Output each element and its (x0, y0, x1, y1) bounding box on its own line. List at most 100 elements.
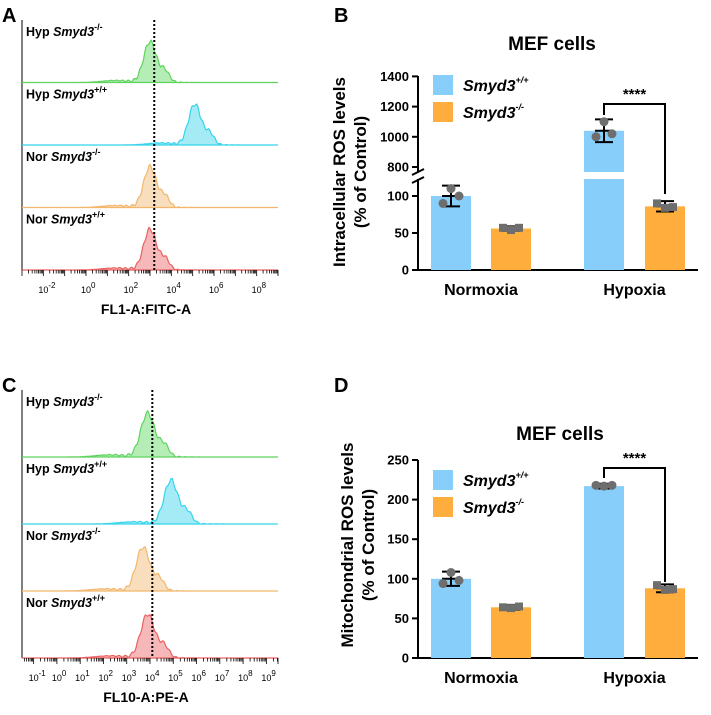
y-tick-label: 200 (387, 492, 409, 507)
bar (645, 206, 685, 270)
x-category-label: Hypoxia (603, 282, 665, 299)
panel-letter-a: A (2, 5, 16, 27)
x-tick-label: 109 (261, 669, 276, 683)
x-tick-label: 108 (252, 281, 267, 295)
bar (645, 588, 685, 658)
track-label: Hyp Smyd3-/- (26, 22, 103, 39)
data-point (499, 603, 507, 612)
x-tick-label: 107 (215, 669, 230, 683)
y-tick-label: 50 (395, 226, 409, 241)
histogram-curve (22, 226, 278, 271)
x-tick-label: 100 (52, 669, 67, 683)
y-tick-label: 250 (387, 453, 409, 468)
panel-letter-c: C (2, 375, 16, 397)
data-point (591, 480, 601, 490)
data-point (607, 480, 617, 490)
legend-label: Smyd3-/- (463, 497, 524, 517)
x-tick-label: 10-1 (29, 669, 47, 683)
data-point (446, 567, 456, 577)
histogram-curve (22, 614, 278, 659)
histogram-panel-a: Hyp Smyd3-/- Hyp Smyd3+/+ Nor Smyd3-/- Nor … (21, 20, 279, 317)
legend-swatch (433, 75, 453, 95)
track-label: Nor Smyd3-/- (26, 526, 101, 543)
histogram-curve (22, 103, 278, 146)
track-label: Nor Smyd3+/+ (26, 593, 105, 610)
x-tick-label: 101 (75, 669, 90, 683)
track-label: Nor Smyd3+/+ (26, 210, 105, 227)
data-point (653, 199, 661, 208)
data-point (438, 198, 448, 208)
data-point (454, 191, 464, 201)
track-label: Hyp Smyd3+/+ (26, 85, 107, 102)
data-point (515, 602, 523, 611)
histogram-curve (22, 546, 278, 592)
significance-bracket (603, 103, 666, 194)
bar-break-gap (583, 172, 625, 179)
bar-chart-panel-b: MEF cells Intracellular ROS levels (% of C… (330, 34, 698, 299)
data-point (599, 117, 609, 127)
axis-break-mark (411, 168, 425, 176)
bar (491, 607, 531, 658)
data-point (591, 132, 601, 142)
y-tick-label: 1400 (380, 69, 409, 84)
histogram-curve (22, 409, 278, 458)
histogram-panel-c: Hyp Smyd3-/- Hyp Smyd3+/+ Nor Smyd3-/- Nor … (21, 390, 279, 705)
data-point (669, 585, 677, 594)
x-category-label: Hypoxia (603, 670, 665, 687)
y-tick-label: 150 (387, 532, 409, 547)
x-category-label: Normoxia (444, 282, 518, 299)
legend-label: Smyd3-/- (463, 102, 524, 122)
track-label: Hyp Smyd3-/- (26, 392, 103, 409)
histogram-curve (22, 39, 278, 84)
histogram-curve (22, 163, 278, 209)
y-tick-label: 50 (395, 611, 409, 626)
x-tick-label: 102 (124, 281, 139, 295)
y-tick-label: 1000 (380, 129, 409, 144)
bar (584, 486, 624, 658)
data-point (507, 226, 515, 235)
legend-swatch (433, 102, 453, 122)
data-point (669, 203, 677, 212)
y-tick-label: 100 (387, 189, 409, 204)
data-point (438, 579, 448, 589)
y-tick-label: 800 (387, 160, 409, 175)
significance-bracket (603, 467, 666, 582)
x-tick-label: 10-2 (38, 281, 56, 295)
data-point (454, 575, 464, 585)
data-point (607, 129, 617, 139)
chart-title: MEF cells (508, 34, 596, 55)
bar (431, 578, 471, 658)
significance-stars: **** (623, 86, 647, 103)
data-point (599, 481, 609, 491)
data-point (446, 184, 456, 194)
legend-swatch (433, 497, 453, 517)
bar (584, 130, 624, 270)
data-point (507, 604, 515, 613)
y-tick-label: 0 (402, 263, 409, 278)
panel-letter-b: B (334, 5, 348, 27)
data-point (499, 223, 507, 232)
panel-letter-d: D (334, 375, 348, 397)
bar-chart-panel-d: MEF cells Mitochondrial ROS levels (% of C… (338, 424, 698, 687)
legend-label: Smyd3+/+ (463, 470, 529, 490)
x-tick-label: 105 (168, 669, 183, 683)
x-tick-label: 102 (98, 669, 113, 683)
chart-title: MEF cells (516, 424, 604, 445)
x-axis-title: FL1-A:FITC-A (101, 301, 191, 317)
y-axis-title: Mitochondrial ROS levels (% of Control) (338, 443, 378, 648)
x-tick-label: 108 (238, 669, 253, 683)
axis-break-mark (411, 176, 425, 184)
x-tick-label: 104 (166, 281, 181, 295)
x-tick-label: 103 (122, 669, 137, 683)
legend-swatch (433, 470, 453, 490)
x-category-label: Normoxia (444, 670, 518, 687)
track-label: Nor Smyd3-/- (26, 147, 101, 164)
data-point (515, 223, 523, 232)
y-tick-label: 100 (387, 571, 409, 586)
legend-label: Smyd3+/+ (463, 75, 529, 95)
x-tick-label: 104 (145, 669, 160, 683)
data-point (653, 581, 661, 590)
y-tick-label: 0 (402, 651, 409, 666)
bar (491, 228, 531, 270)
